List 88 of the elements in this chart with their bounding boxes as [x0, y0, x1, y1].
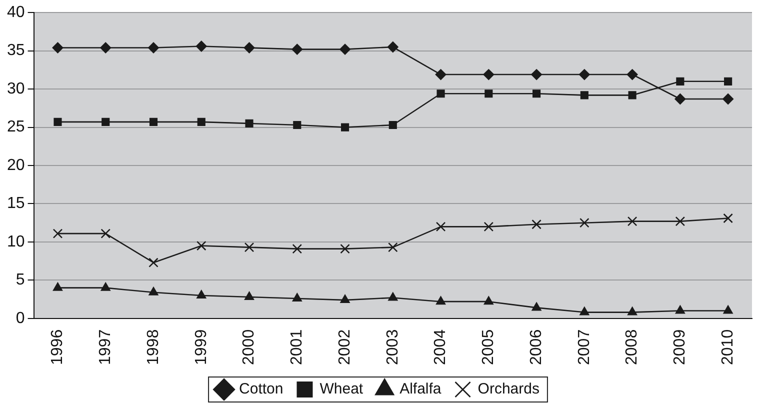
point — [675, 305, 686, 314]
legend-label: Orchards — [478, 380, 540, 398]
point — [580, 218, 590, 228]
point — [723, 305, 733, 314]
x-tick-label: 2005 — [480, 329, 498, 365]
point — [244, 242, 254, 252]
point — [484, 222, 494, 232]
point — [578, 69, 590, 80]
point — [244, 42, 255, 54]
point — [292, 44, 303, 55]
point — [196, 290, 206, 298]
legend-label: Cotton — [239, 380, 284, 398]
x-tick-label: 2001 — [288, 329, 306, 365]
x-tick-label: 2003 — [384, 329, 402, 365]
y-tick-label: 20 — [7, 156, 25, 174]
x-tick-label: 2002 — [336, 329, 354, 365]
point — [196, 240, 206, 251]
y-tick-label: 25 — [7, 118, 25, 136]
point — [484, 296, 494, 305]
x-tick-label: 2006 — [528, 329, 545, 365]
x-tick-label: 1999 — [192, 329, 210, 365]
point — [532, 219, 542, 230]
point — [388, 292, 398, 301]
point — [435, 69, 446, 80]
point — [149, 118, 158, 126]
point — [436, 296, 446, 305]
y-tick-label: 0 — [16, 310, 25, 327]
point — [532, 302, 542, 311]
point — [340, 244, 350, 254]
point — [484, 90, 493, 98]
point — [340, 294, 350, 304]
x-tick-label: 2000 — [240, 329, 258, 365]
point — [293, 120, 302, 130]
point — [340, 123, 350, 132]
point — [196, 40, 207, 52]
point — [245, 119, 254, 128]
point — [436, 222, 446, 232]
point — [54, 118, 62, 126]
x-tick-label: 1996 — [49, 329, 66, 365]
point — [52, 282, 63, 291]
legend-label: Alfalfa — [400, 380, 442, 398]
point — [148, 258, 158, 268]
point — [627, 306, 638, 316]
point — [436, 90, 445, 98]
point — [724, 77, 732, 86]
x-tick-label: 2009 — [672, 329, 689, 365]
point — [722, 93, 734, 104]
point — [292, 293, 302, 302]
point — [100, 228, 111, 238]
y-tick-label: 15 — [7, 195, 25, 212]
point — [387, 42, 398, 53]
point — [580, 306, 590, 316]
point — [100, 42, 112, 54]
point — [675, 216, 686, 226]
y-tick-label: 35 — [7, 42, 25, 60]
point — [531, 69, 542, 80]
point — [100, 282, 110, 291]
point — [197, 118, 206, 126]
point — [627, 216, 638, 226]
point — [580, 91, 588, 100]
point — [388, 120, 397, 130]
point — [676, 77, 684, 86]
point — [102, 118, 110, 126]
point — [52, 42, 64, 54]
y-tick-label: 40 — [7, 4, 25, 22]
point — [52, 228, 63, 238]
point — [532, 90, 541, 98]
x-tick-label: 1998 — [144, 329, 162, 365]
point — [723, 213, 733, 224]
point — [388, 242, 398, 252]
point — [340, 44, 351, 55]
point — [292, 244, 302, 254]
legend-label: Wheat — [320, 380, 364, 398]
x-tick-label: 2010 — [719, 329, 736, 365]
y-tick-label: 5 — [16, 272, 25, 289]
x-tick-label: 1997 — [97, 329, 114, 365]
point — [674, 93, 686, 104]
y-tick-label: 10 — [7, 233, 25, 250]
x-tick-label: 2008 — [624, 329, 641, 365]
point — [244, 292, 254, 300]
x-tick-label: 2004 — [432, 329, 450, 365]
point — [148, 42, 159, 54]
point — [483, 69, 494, 80]
x-tick-label: 2007 — [576, 329, 593, 365]
point — [148, 286, 158, 296]
y-tick-label: 30 — [7, 80, 25, 98]
point — [628, 91, 636, 100]
point — [626, 69, 638, 80]
